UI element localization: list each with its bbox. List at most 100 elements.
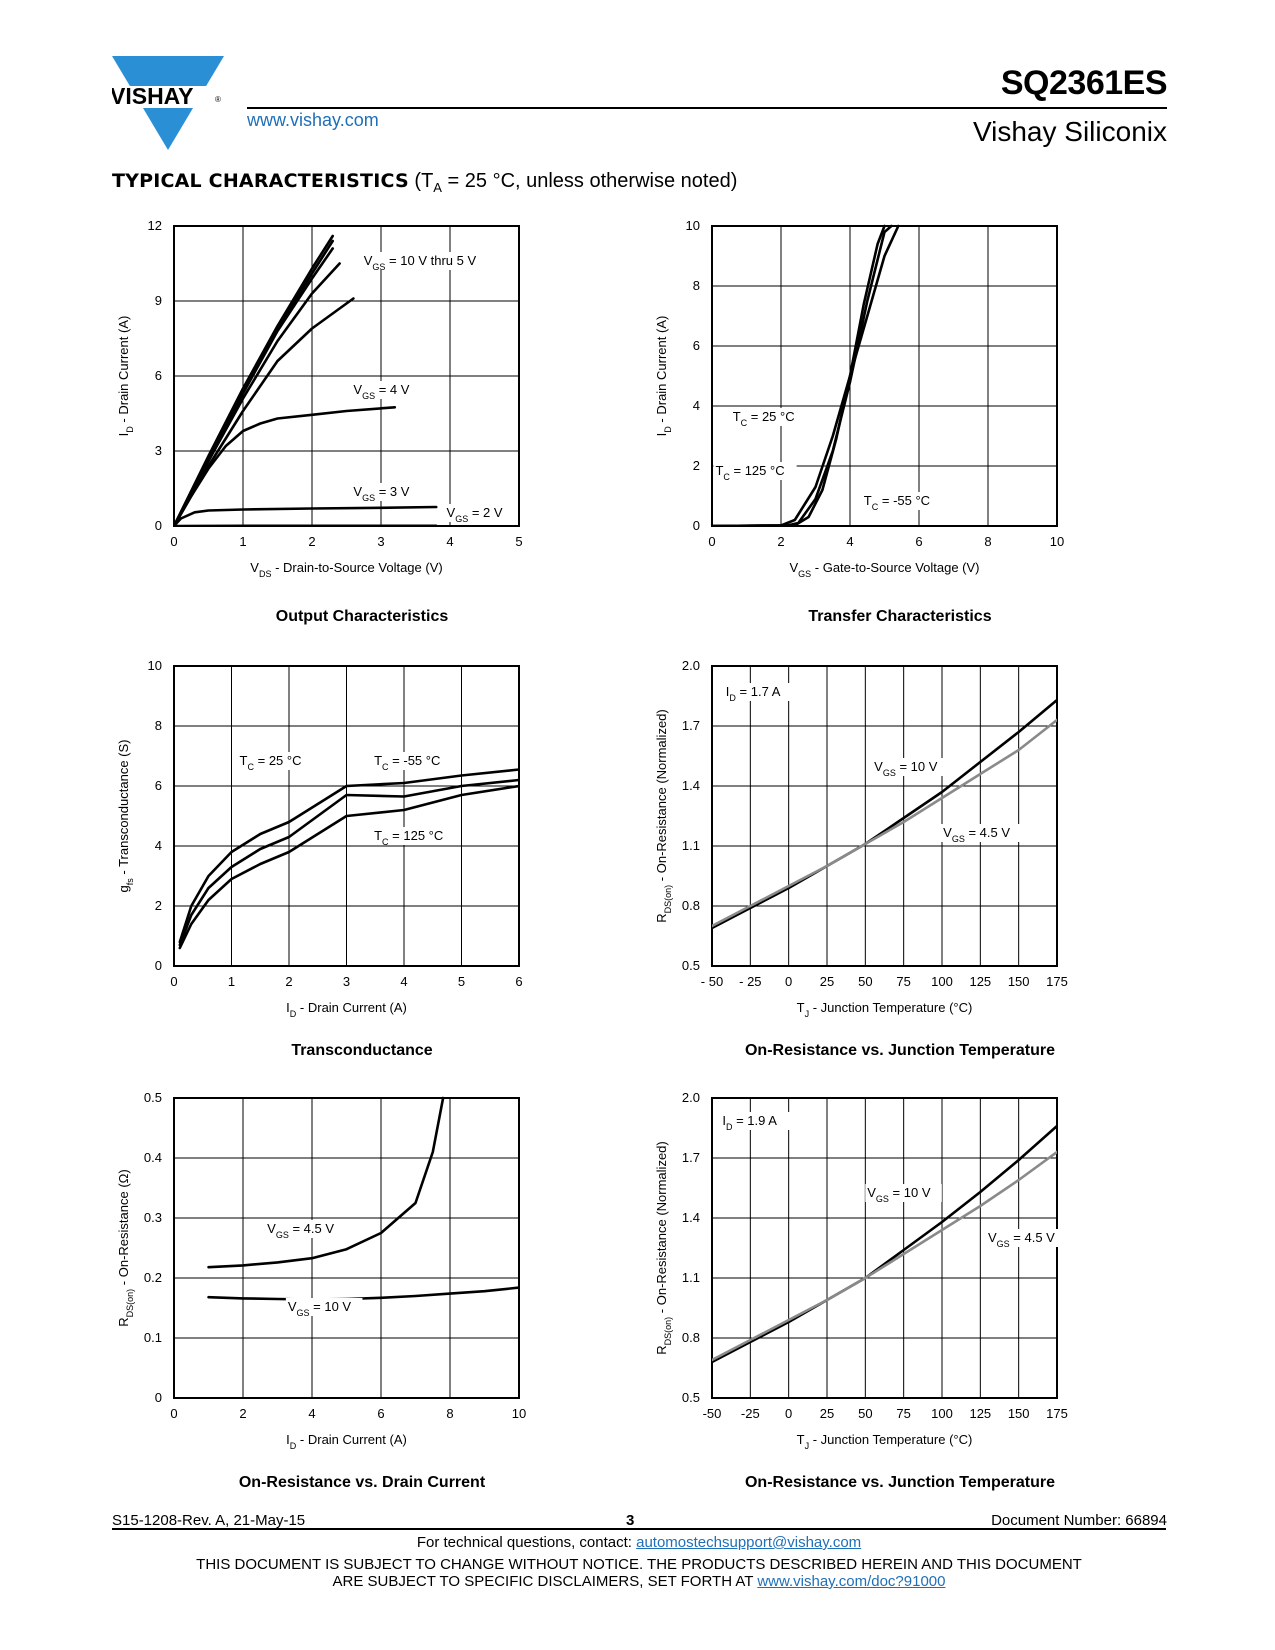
plot-frame [173, 1097, 520, 1399]
x-tick-label: - 50 [701, 974, 723, 989]
series-line-VGS=4.5V [207, 1096, 445, 1269]
annotation-label: VGS = 4.5 V [267, 1221, 334, 1240]
annotation-bg [361, 252, 498, 270]
annotation-bg [872, 758, 949, 776]
x-tick-label: 6 [915, 534, 922, 549]
y-tick-label: 0 [693, 518, 700, 533]
y-axis-label: RDS(on) - On-Resistance (Normalized) [654, 709, 673, 922]
company-name: Vishay Siliconix [972, 116, 1167, 147]
x-tick-label: 3 [377, 534, 384, 549]
series-line-VGS=10V [712, 698, 1057, 930]
y-tick-label: 0.8 [682, 898, 700, 913]
x-tick-label: 175 [1046, 974, 1068, 989]
y-tick-label: 0.5 [682, 1390, 700, 1405]
x-tick-label: 0 [170, 534, 177, 549]
y-tick-label: 0.4 [144, 1150, 162, 1165]
series-line-VGS=4.5V [712, 1150, 1057, 1362]
x-tick-label: 5 [458, 974, 465, 989]
annotation-bg [265, 1220, 349, 1238]
disclaimer-link[interactable]: www.vishay.com/doc?91000 [757, 1573, 946, 1590]
series-line-TC=125C [178, 784, 519, 950]
footer-rule [112, 1528, 1166, 1530]
series-line-VGS=10V [712, 1124, 1057, 1364]
x-tick-label: 50 [858, 974, 872, 989]
chart-transconductance: 0 1 2 3 4 5 6 0 2 4 6 8 10 TC = 25 °C TC = -55 °C TC = … [112, 650, 612, 1070]
x-tick-label: 6 [515, 974, 522, 989]
annotation-label: TC = 125 °C [374, 828, 443, 847]
caption-transconductance: Transconductance [291, 1042, 433, 1059]
caption-on-resistance-current: On-Resistance vs. Drain Current [238, 1474, 486, 1491]
x-tick-label: 0 [785, 974, 792, 989]
x-tick-label: 100 [931, 1406, 953, 1421]
x-axis-label: VGS - Gate-to-Source Voltage (V) [789, 560, 979, 579]
series-line-VGS=4.5V [712, 718, 1057, 928]
annotation-label: ID = 1.7 A [726, 684, 781, 703]
annotation-bg [720, 1112, 797, 1130]
series-line-VGS=6V [174, 262, 341, 526]
x-tick-label: 0 [785, 1406, 792, 1421]
series-line-TC=125C [712, 224, 900, 526]
x-tick-label: 0 [170, 1406, 177, 1421]
annotation-label: VGS = 10 V [874, 759, 938, 778]
annotation-bg [730, 408, 808, 426]
annotation-label: VGS = 4.5 V [988, 1230, 1055, 1249]
revision-info: S15-1208-Rev. A, 21-May-15 [112, 1512, 306, 1529]
annotation-label: VGS = 10 V [867, 1185, 931, 1204]
series-line-TC=25C [178, 778, 519, 947]
caption-on-resistance-temp-1: On-Resistance vs. Junction Temperature [744, 1042, 1055, 1059]
x-axis-label: VDS - Drain-to-Source Voltage (V) [250, 560, 442, 579]
annotation-bg [372, 752, 456, 770]
disclaimer-line-2: ARE SUBJECT TO SPECIFIC DISCLAIMERS, SET… [332, 1573, 946, 1590]
x-tick-label: -25 [741, 1406, 760, 1421]
y-tick-label: 0.5 [682, 958, 700, 973]
annotation-label: VGS = 4.5 V [943, 825, 1010, 844]
support-email-link[interactable]: automostechsupport@vishay.com [636, 1534, 862, 1551]
y-tick-label: 2.0 [682, 1090, 700, 1105]
x-tick-label: 125 [969, 974, 991, 989]
x-tick-label: 125 [969, 1406, 991, 1421]
y-tick-label: 0.8 [682, 1330, 700, 1345]
y-tick-label: 0 [155, 518, 162, 533]
x-tick-label: 10 [512, 1406, 526, 1421]
y-axis-label: RDS(on) - On-Resistance (Ω) [116, 1169, 135, 1326]
annotation-bg [237, 752, 315, 770]
y-tick-label: 1.1 [682, 1270, 700, 1285]
svg-text:®: ® [215, 95, 221, 104]
y-tick-label: 1.7 [682, 1150, 700, 1165]
x-tick-label: 0 [170, 974, 177, 989]
x-tick-label: 150 [1008, 974, 1030, 989]
x-tick-label: 2 [777, 534, 784, 549]
x-tick-label: 2 [308, 534, 315, 549]
y-tick-label: 0.5 [144, 1090, 162, 1105]
y-axis-label: RDS(on) - On-Resistance (Normalized) [654, 1141, 673, 1354]
chart-output-characteristics: 0 1 2 3 4 5 0 3 6 9 12 VGS = 10 V thru 5 V VGS = 4 V… [112, 210, 612, 630]
annotation-label: TC = 25 °C [240, 753, 302, 772]
annotation-bg [861, 492, 945, 510]
annotation-bg [444, 504, 515, 522]
y-tick-label: 10 [148, 658, 162, 673]
on-resistance-current-plot: 0 2 4 6 8 10 0 0.1 0.2 0.3 0.4 0.5 VGS = 4.5 V VGS = … [116, 1090, 526, 1451]
annotation-label: VGS = 2 V [447, 505, 503, 524]
technical-contact: For technical questions, contact: automo… [416, 1534, 862, 1551]
x-tick-label: 25 [820, 974, 834, 989]
y-tick-label: 1.4 [682, 778, 700, 793]
y-tick-label: 6 [155, 368, 162, 383]
annotation-label: VGS = 4 V [353, 382, 409, 401]
y-tick-label: 2.0 [682, 658, 700, 673]
website-link[interactable]: www.vishay.com [247, 110, 379, 130]
y-tick-label: 3 [155, 443, 162, 458]
annotation-label: VGS = 10 V thru 5 V [364, 253, 477, 272]
caption-transfer-characteristics: Transfer Characteristics [808, 608, 992, 625]
x-tick-label: 75 [896, 974, 910, 989]
x-tick-label: 175 [1046, 1406, 1068, 1421]
annotation-bg [986, 1229, 1070, 1247]
annotation-bg [941, 824, 1025, 842]
x-tick-label: 8 [446, 1406, 453, 1421]
plot-frame [711, 1097, 1058, 1399]
caption-output-characteristics: Output Characteristics [275, 608, 449, 625]
x-tick-label: 8 [984, 534, 991, 549]
x-axis-label: ID - Drain Current (A) [286, 1432, 407, 1451]
annotation-label: TC = 125 °C [715, 463, 784, 482]
annotation-bg [865, 1184, 942, 1202]
y-tick-label: 8 [155, 718, 162, 733]
